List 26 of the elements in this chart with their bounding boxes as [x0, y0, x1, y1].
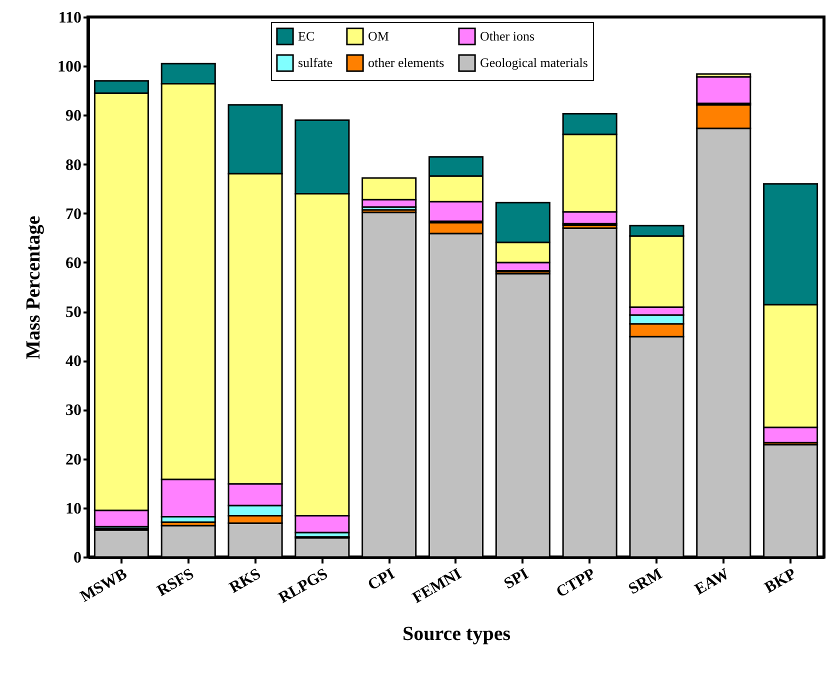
y-tick-label: 0: [74, 550, 82, 566]
x-tick-label: SRM: [626, 566, 666, 598]
y-tick-label: 70: [66, 206, 82, 223]
y-tick-label: 110: [58, 10, 82, 26]
legend-label: Geological materials: [480, 55, 588, 70]
y-tick-label: 50: [66, 304, 82, 322]
x-axis-title: Source types: [402, 623, 511, 646]
x-tick-label: BKP: [762, 565, 800, 597]
legend-label: other elements: [368, 55, 444, 70]
x-tick-label: SPI: [501, 566, 532, 593]
y-tick-label: 20: [66, 451, 82, 468]
y-tick-label: 40: [66, 353, 82, 370]
y-tick-label: 90: [66, 108, 82, 125]
y-tick-label: 60: [66, 254, 82, 272]
y-axis-title: Mass Percentage: [22, 216, 44, 360]
legend-label: EC: [298, 28, 315, 44]
y-tick-label: 10: [66, 500, 82, 518]
y-tick-label: 80: [66, 156, 82, 174]
legend-label: sulfate: [298, 55, 333, 70]
legend-label: OM: [368, 28, 390, 44]
y-tick-label: 100: [58, 58, 82, 76]
x-tick-label: RKS: [226, 565, 264, 597]
legend-label: Other ions: [480, 28, 535, 44]
x-tick-label: CTPP: [554, 565, 599, 602]
x-tick-label: CPI: [365, 566, 398, 594]
y-tick-label: 30: [66, 402, 82, 420]
